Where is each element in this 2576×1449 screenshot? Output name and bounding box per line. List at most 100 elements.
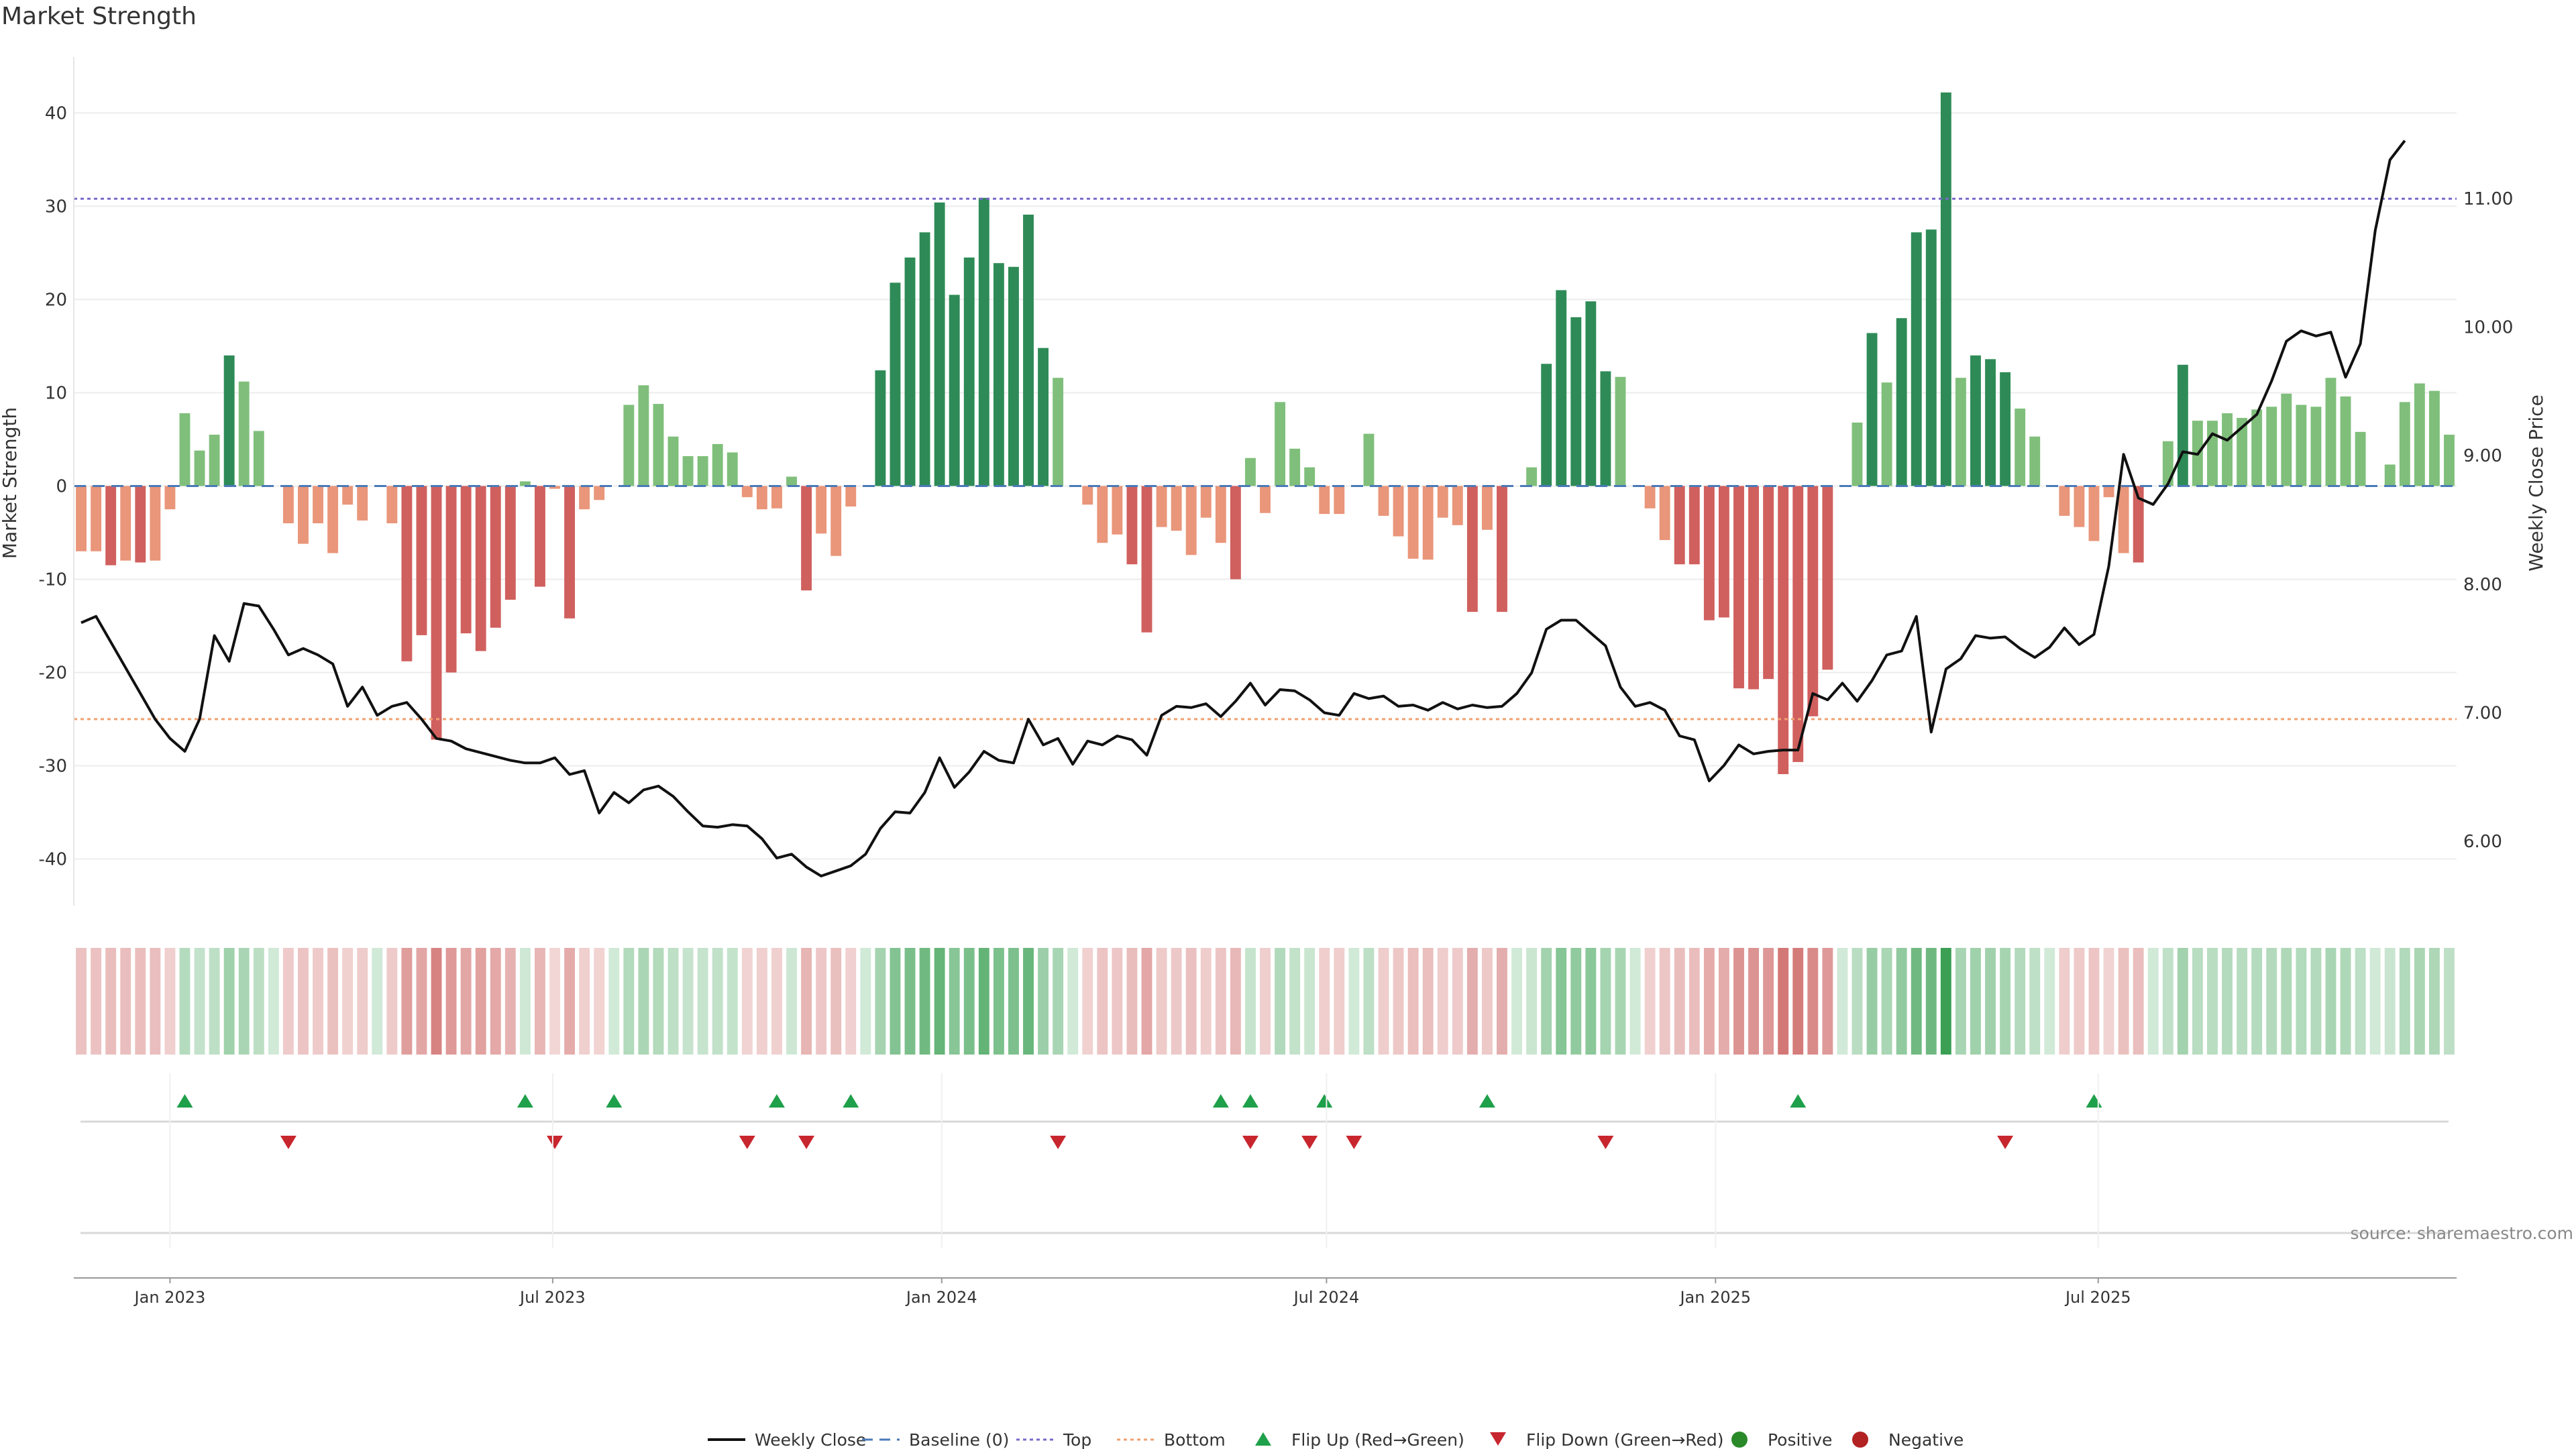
flip-up-marker <box>2086 1094 2102 1108</box>
heat-cell <box>1600 948 1611 1055</box>
heat-cell <box>1082 948 1093 1055</box>
heat-cell <box>1319 948 1330 1055</box>
strength-bar <box>1097 486 1108 543</box>
heat-cell <box>1348 948 1360 1055</box>
legend-label: Positive <box>1768 1430 1832 1449</box>
strength-bar <box>1600 371 1611 486</box>
strength-bar <box>313 486 323 524</box>
heat-cell <box>1260 948 1271 1055</box>
strength-bar <box>2296 405 2307 486</box>
heat-cell <box>2414 948 2425 1055</box>
heat-cell <box>1541 948 1552 1055</box>
heat-cell <box>1437 948 1448 1055</box>
strength-bar <box>238 381 250 486</box>
heat-cell <box>2044 948 2055 1055</box>
heat-cell <box>1244 948 1256 1055</box>
strength-bar <box>1881 382 1892 486</box>
strength-bar <box>667 436 679 486</box>
strength-bar <box>2015 409 2026 486</box>
heat-cell <box>2355 948 2366 1055</box>
strength-bar <box>1200 486 1212 518</box>
heat-cell <box>904 948 916 1055</box>
heat-cell <box>1378 948 1389 1055</box>
strength-bar <box>2222 413 2233 486</box>
strength-bar <box>949 294 960 486</box>
legend-item-top: Top <box>1016 1430 1091 1449</box>
y2-tick-label: 8.00 <box>2463 575 2502 595</box>
y2-axis-label: Weekly Close Price <box>2525 394 2547 571</box>
x-tick-label: Jul 2025 <box>2064 1288 2131 1307</box>
heat-cell <box>1570 948 1582 1055</box>
heat-cell <box>667 948 679 1055</box>
strength-bar <box>2133 486 2144 563</box>
strength-bar <box>164 486 176 510</box>
y2-tick-label: 7.00 <box>2463 704 2502 724</box>
strength-bar <box>1244 458 1256 486</box>
heat-cell <box>1363 948 1375 1055</box>
heat-cell <box>1275 948 1286 1055</box>
strength-bar <box>2059 486 2070 516</box>
heat-cell <box>2162 948 2174 1055</box>
legend-label: Flip Down (Green→Red) <box>1526 1430 1724 1449</box>
strength-bar <box>904 257 916 486</box>
heat-cell <box>2147 948 2159 1055</box>
flip-down-marker <box>1050 1136 1067 1149</box>
strength-bar <box>1422 486 1434 560</box>
heat-cell <box>1452 948 1463 1055</box>
legend-swatch <box>1731 1432 1748 1448</box>
strength-bar <box>1289 448 1301 486</box>
heat-cell <box>638 948 649 1055</box>
strength-bar <box>2340 396 2351 486</box>
strength-bar <box>993 263 1004 486</box>
heat-cell <box>875 948 886 1055</box>
strength-bar <box>135 486 146 563</box>
strength-bar <box>771 486 782 508</box>
heat-cell <box>1896 948 1907 1055</box>
strength-bar <box>963 257 975 486</box>
strength-bar <box>1541 364 1552 486</box>
heat-cell <box>416 948 427 1055</box>
y2-tick-label: 6.00 <box>2463 832 2502 852</box>
strength-bar <box>1570 317 1582 486</box>
heat-cell <box>2029 948 2041 1055</box>
strength-bar <box>2384 464 2396 486</box>
y2-tick-label: 10.00 <box>2463 318 2513 338</box>
weekly-close-line <box>80 140 2406 877</box>
heat-cell <box>2237 948 2248 1055</box>
heat-cell <box>164 948 176 1055</box>
heat-cell <box>2296 948 2307 1055</box>
heat-cell <box>1970 948 1981 1055</box>
legend-item-flip_up: Flip Up (Red→Green) <box>1255 1430 1464 1449</box>
strength-bar <box>1925 229 1937 486</box>
heat-cell <box>1792 948 1804 1055</box>
heat-cell <box>860 948 871 1055</box>
heat-cell <box>993 948 1004 1055</box>
heat-cell <box>327 948 339 1055</box>
x-tick-label: Jan 2024 <box>905 1288 977 1307</box>
strength-bar <box>2428 390 2440 486</box>
heat-cell <box>1940 948 1951 1055</box>
heat-cell <box>801 948 812 1055</box>
strength-bar <box>1126 486 1138 565</box>
strength-bar <box>2207 421 2218 486</box>
heat-cell <box>504 948 516 1055</box>
strength-bar <box>431 486 442 740</box>
heat-cell <box>741 948 753 1055</box>
heat-cell <box>91 948 102 1055</box>
heat-cell <box>2103 948 2114 1055</box>
flip-down-marker <box>798 1136 815 1149</box>
strength-bar <box>1023 214 1034 486</box>
flip-down-marker <box>1997 1136 2014 1149</box>
strength-bar <box>327 486 339 553</box>
heat-cell <box>1038 948 1049 1055</box>
strength-bar <box>1644 486 1656 508</box>
strength-bar <box>76 486 87 551</box>
heat-cell <box>727 948 738 1055</box>
strength-bar <box>756 486 767 510</box>
y-tick-label: -20 <box>39 663 67 683</box>
strength-bar <box>2251 409 2263 486</box>
heat-cell <box>2428 948 2440 1055</box>
strength-bar <box>535 486 545 587</box>
heat-cell <box>2088 948 2100 1055</box>
